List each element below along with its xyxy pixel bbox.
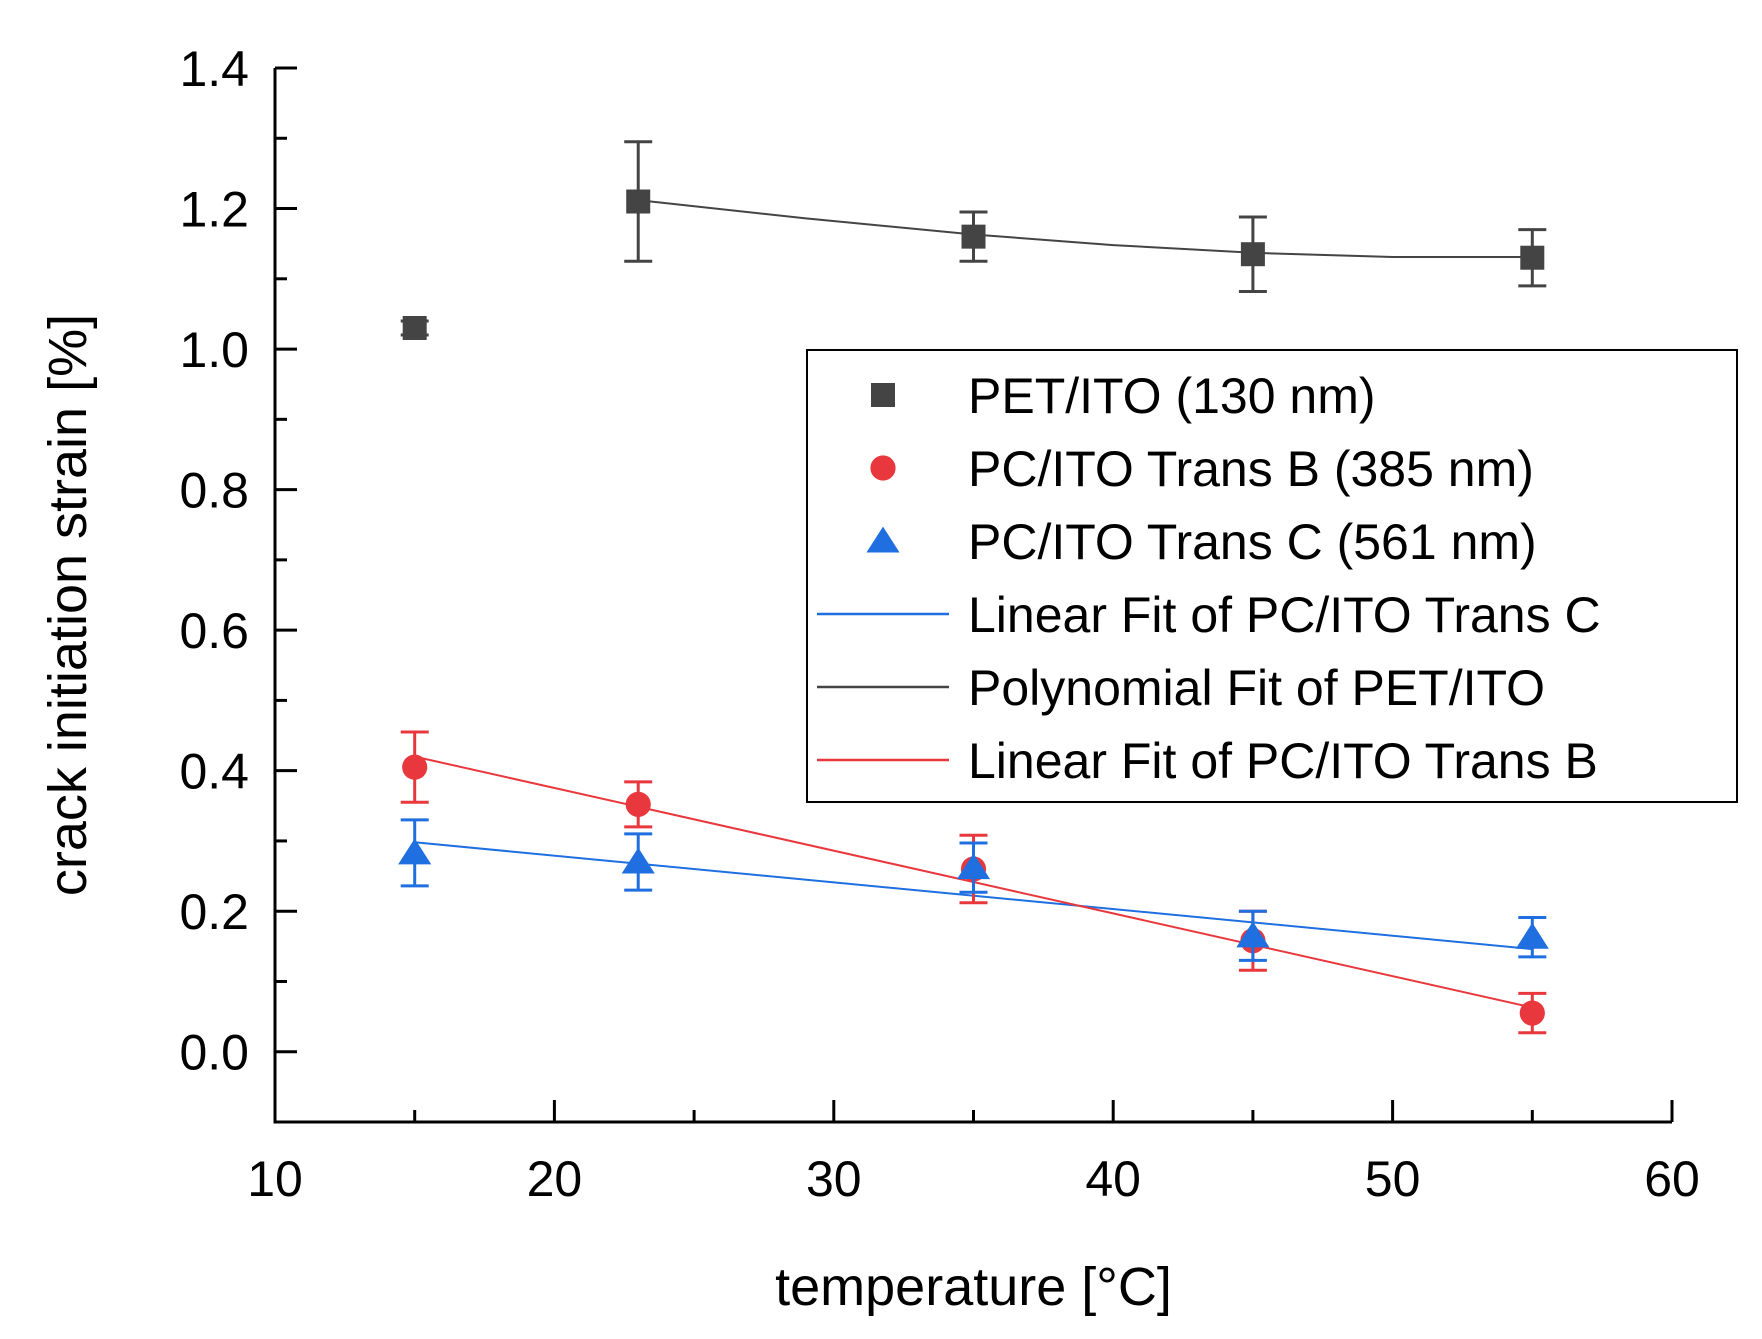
circle-marker xyxy=(402,754,428,780)
data-point xyxy=(400,315,429,340)
data-point xyxy=(1236,909,1270,962)
y-tick-label: 0.8 xyxy=(179,463,249,519)
legend-label: PC/ITO Trans B (385 nm) xyxy=(968,441,1534,497)
square-marker xyxy=(402,315,427,340)
legend-box xyxy=(806,349,1738,803)
legend-entry: PET/ITO (130 nm) xyxy=(871,368,1376,424)
legend-label: Polynomial Fit of PET/ITO xyxy=(968,660,1545,716)
fit-line xyxy=(638,199,1533,258)
triangle-marker xyxy=(398,838,432,865)
data-point xyxy=(400,730,429,804)
data-point xyxy=(1518,228,1547,288)
triangle-marker xyxy=(1236,921,1270,948)
data-point xyxy=(959,210,988,263)
legend-label: Linear Fit of PC/ITO Trans C xyxy=(968,587,1601,643)
x-tick-label: 60 xyxy=(1644,1151,1700,1207)
x-tick-label: 50 xyxy=(1365,1151,1421,1207)
y-tick-label: 1.2 xyxy=(179,182,249,238)
circle-marker xyxy=(1519,1000,1545,1026)
triangle-marker xyxy=(621,847,655,874)
triangle-marker xyxy=(956,853,991,880)
circle-marker xyxy=(625,791,651,817)
x-tick-label: 30 xyxy=(806,1151,862,1207)
data-point xyxy=(621,832,655,892)
data-point xyxy=(1238,215,1267,293)
legend-triangle-symbol xyxy=(866,526,900,553)
legend-label: PC/ITO Trans C (561 nm) xyxy=(968,514,1537,570)
y-tick-label: 0.4 xyxy=(179,744,249,800)
legend-entry: Linear Fit of PC/ITO Trans C xyxy=(817,587,1601,643)
data-point xyxy=(1515,916,1549,959)
data-point xyxy=(956,841,991,894)
y-tick-label: 0.0 xyxy=(179,1025,249,1081)
y-tick-label: 0.2 xyxy=(179,884,249,940)
legend-label: Linear Fit of PC/ITO Trans B xyxy=(968,733,1598,789)
x-tick-label: 40 xyxy=(1085,1151,1141,1207)
legend: PET/ITO (130 nm) PC/ITO Trans B (385 nm) P… xyxy=(806,349,1738,803)
legend-entry: PC/ITO Trans B (385 nm) xyxy=(870,441,1534,497)
y-tick-label: 1.0 xyxy=(179,322,249,378)
y-axis-title: crack initiation strain [%] xyxy=(38,314,98,896)
triangle-marker xyxy=(1515,922,1549,949)
legend-entry: Polynomial Fit of PET/ITO xyxy=(817,660,1545,716)
legend-square-symbol xyxy=(871,383,895,407)
x-tick-label: 10 xyxy=(247,1151,303,1207)
legend-label: PET/ITO (130 nm) xyxy=(968,368,1376,424)
data-point xyxy=(624,780,653,829)
legend-entry: Linear Fit of PC/ITO Trans B xyxy=(817,733,1598,789)
x-tick-label: 20 xyxy=(527,1151,583,1207)
square-marker xyxy=(1240,242,1265,267)
square-marker xyxy=(961,224,986,249)
square-marker xyxy=(1520,245,1545,270)
data-points xyxy=(398,140,1549,1035)
y-tick-label: 0.6 xyxy=(179,603,249,659)
legend-circle-symbol xyxy=(870,455,896,481)
legend-entry: PC/ITO Trans C (561 nm) xyxy=(866,514,1537,570)
x-axis-title: temperature [°C] xyxy=(775,1257,1172,1317)
data-point xyxy=(1518,991,1547,1035)
data-point xyxy=(398,818,432,888)
data-point xyxy=(624,140,653,263)
square-marker xyxy=(626,189,651,214)
axes: 10 20 30 40 50 60 0.0 0.2 0.4 0.6 0.8 1.0 1.2 1.4 xyxy=(179,41,1699,1207)
y-tick-label: 1.4 xyxy=(179,41,249,97)
